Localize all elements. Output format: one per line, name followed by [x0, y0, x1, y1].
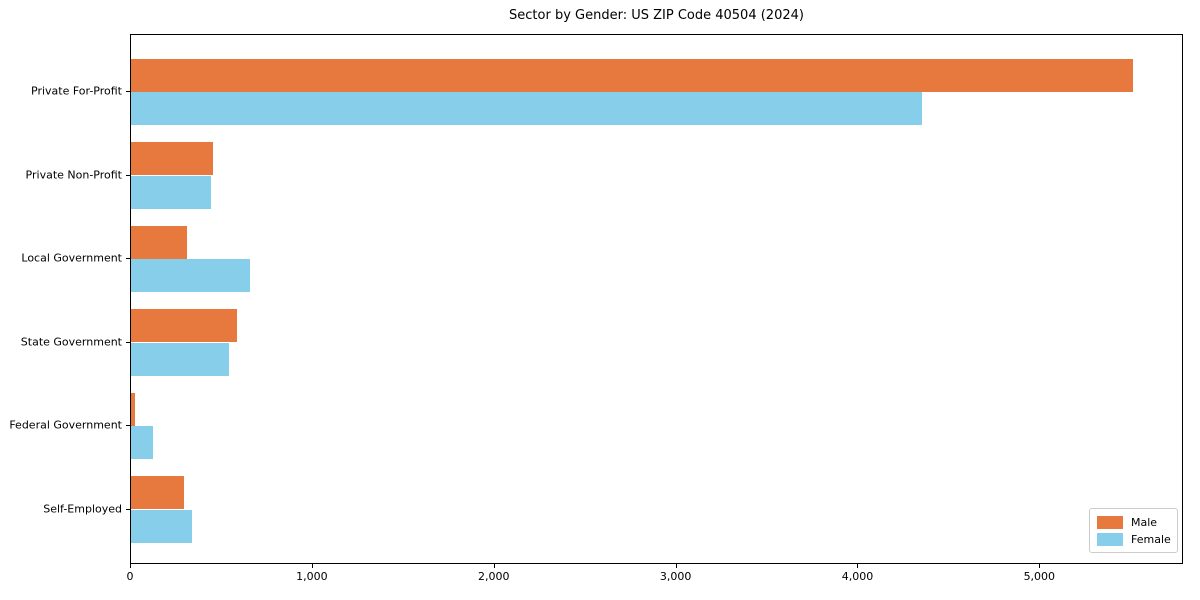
y-tick-label: Private For-Profit [31, 84, 122, 98]
legend-swatch-male [1097, 515, 1123, 529]
bar-female-1 [131, 175, 212, 209]
bar-female-5 [131, 509, 192, 543]
x-tick-label: 2,000 [477, 570, 510, 583]
bar-male-2 [131, 225, 188, 259]
bar-male-5 [131, 476, 184, 510]
legend-label: Female [1131, 532, 1171, 546]
chart-title: Sector by Gender: US ZIP Code 40504 (202… [509, 8, 804, 23]
legend: Male Female [1089, 508, 1178, 553]
y-tick-mark [126, 508, 130, 510]
bar-male-3 [131, 309, 238, 343]
legend-label: Male [1131, 515, 1158, 529]
y-tick-mark [126, 258, 130, 259]
x-tick-mark [130, 564, 131, 568]
x-tick-mark [311, 564, 313, 568]
bar-female-4 [131, 426, 153, 460]
plot-area [130, 34, 1183, 564]
bar-male-0 [131, 58, 1134, 92]
y-tick-label: Federal Government [9, 418, 122, 432]
bar-female-3 [131, 342, 230, 376]
y-tick-label: Local Government [21, 251, 122, 265]
y-tick-mark [126, 341, 130, 343]
y-tick-mark [126, 174, 130, 176]
y-tick-mark [126, 425, 130, 426]
y-tick-label: Private Non-Profit [25, 168, 122, 181]
bar-female-2 [131, 259, 251, 293]
legend-swatch-female [1097, 532, 1123, 546]
bar-male-4 [131, 392, 135, 426]
y-tick-mark [126, 91, 130, 92]
x-tick-label: 3,000 [659, 570, 692, 583]
x-tick-label: 0 [126, 570, 134, 583]
x-tick-label: 4,000 [841, 570, 874, 583]
legend-item-female: Female [1097, 532, 1177, 546]
x-tick-mark [493, 564, 495, 568]
x-tick-mark [857, 564, 859, 568]
y-tick-label: Self-Employed [43, 502, 122, 515]
y-tick-label: State Government [20, 335, 122, 348]
x-tick-mark [1039, 564, 1041, 568]
x-tick-label: 5,000 [1023, 570, 1056, 583]
x-tick-mark [675, 564, 677, 568]
legend-item-male: Male [1097, 515, 1177, 529]
bar-male-1 [131, 142, 213, 176]
x-tick-label: 1,000 [296, 570, 328, 583]
bar-female-0 [131, 92, 923, 126]
